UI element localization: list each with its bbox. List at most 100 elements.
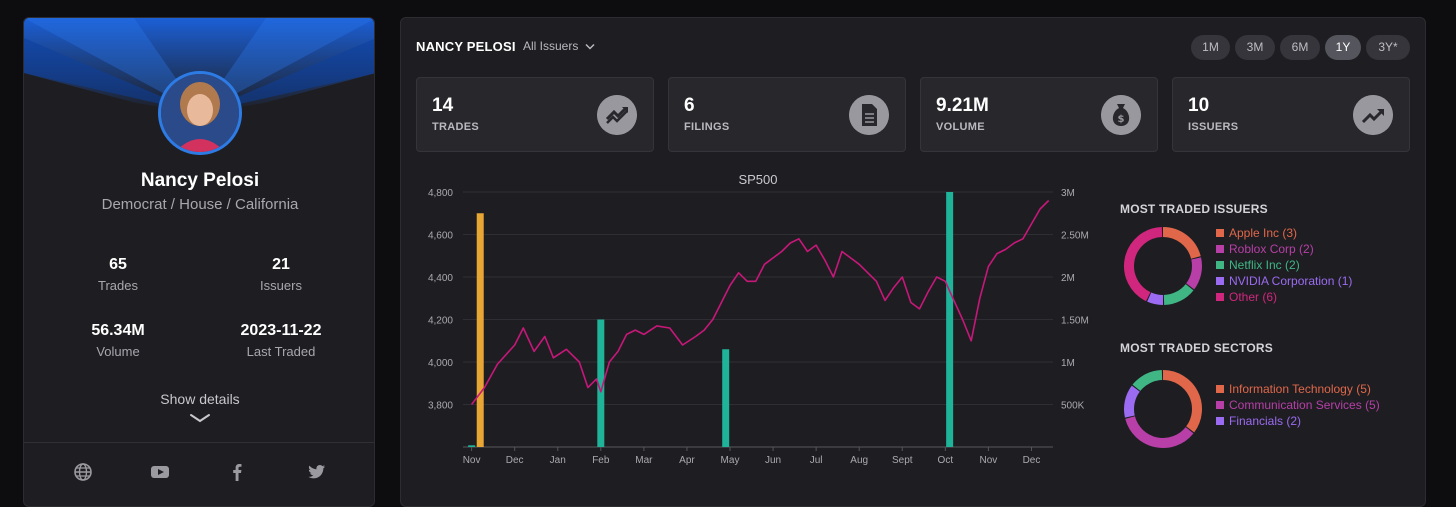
- trade-volume-bar[interactable]: [597, 319, 605, 448]
- sector-slice[interactable]: [1125, 416, 1194, 448]
- range-6m-button[interactable]: 6M: [1280, 35, 1320, 60]
- avatar: [158, 71, 242, 155]
- chevron-down-icon: [585, 43, 595, 50]
- card-issuers: 10 ISSUERS: [1172, 77, 1410, 152]
- x-tick-label: Aug: [850, 455, 868, 466]
- issuer-slice[interactable]: [1162, 227, 1201, 259]
- x-tick-label: Sept: [892, 455, 913, 466]
- legend-label: NVIDIA Corporation: [1229, 274, 1335, 288]
- trade-volume-bar[interactable]: [468, 445, 476, 447]
- issuer-filter-dropdown[interactable]: All Issuers: [523, 39, 595, 53]
- card-filings: 6 FILINGS: [668, 77, 906, 152]
- legend-label: Roblox Corp: [1229, 242, 1296, 256]
- trade-volume-bar[interactable]: [722, 349, 730, 447]
- legend-swatch: [1216, 245, 1224, 253]
- issuer-legend-item[interactable]: Netflix Inc (2): [1216, 258, 1300, 272]
- card-volume-label: VOLUME: [936, 121, 985, 133]
- issuer-legend-item[interactable]: Roblox Corp (2): [1216, 242, 1314, 256]
- legend-count: (2): [1285, 258, 1300, 272]
- issuer-slice[interactable]: [1147, 292, 1164, 305]
- sectors-donut-chart: [1124, 370, 1202, 448]
- main-panel: NANCY PELOSI All Issuers 1M 3M 6M 1Y 3Y*…: [400, 17, 1426, 507]
- range-1y-button[interactable]: 1Y: [1325, 35, 1361, 60]
- y-left-tick-label: 3,800: [428, 401, 453, 412]
- issuers-donut-chart: [1124, 227, 1202, 305]
- show-details-button[interactable]: Show details: [160, 391, 240, 407]
- sector-legend-item[interactable]: Communication Services (5): [1216, 398, 1380, 412]
- x-tick-label: Nov: [980, 455, 998, 466]
- document-icon: [849, 95, 889, 135]
- issuer-slice[interactable]: [1163, 283, 1194, 305]
- x-tick-label: Jul: [810, 455, 823, 466]
- legend-count: (1): [1337, 274, 1353, 288]
- x-tick-label: Oct: [938, 455, 954, 466]
- politician-name: Nancy Pelosi: [140, 170, 260, 191]
- legend-swatch: [1216, 293, 1224, 301]
- sp500-chart: SP500 4,800 4,600 4,400 4,200 4,000 3,800 3M 2.5…: [428, 172, 1089, 466]
- politician-affiliation: Democrat / House / California: [101, 196, 299, 213]
- card-issuers-label: ISSUERS: [1188, 121, 1239, 133]
- legend-count: (5): [1365, 398, 1380, 412]
- card-volume: 9.21M VOLUME $: [920, 77, 1158, 152]
- money-bag-icon: $: [1101, 95, 1141, 135]
- y-right-tick-label: 1M: [1061, 358, 1075, 369]
- facebook-icon[interactable]: [226, 461, 248, 483]
- legend-count: (5): [1356, 382, 1371, 396]
- trades-icon: [597, 95, 637, 135]
- profile-banner: [24, 18, 374, 128]
- card-issuers-value: 10: [1188, 95, 1210, 116]
- legend-count: (6): [1262, 290, 1278, 304]
- issuer-legend-item[interactable]: NVIDIA Corporation (1): [1216, 274, 1352, 288]
- chevron-down-icon[interactable]: [189, 413, 211, 423]
- youtube-icon[interactable]: [149, 461, 171, 483]
- issuer-slice[interactable]: [1124, 227, 1163, 302]
- range-1m-button[interactable]: 1M: [1191, 35, 1230, 60]
- page-title: NANCY PELOSI: [416, 39, 516, 54]
- x-tick-label: Dec: [1023, 455, 1041, 466]
- legend-count: (2): [1299, 242, 1314, 256]
- range-3m-button[interactable]: 3M: [1235, 35, 1275, 60]
- stat-last-traded: 2023-11-22 Last Traded: [240, 322, 322, 359]
- y-right-tick-label: 500K: [1061, 401, 1085, 412]
- legend-label: Other: [1229, 290, 1260, 304]
- y-left-tick-label: 4,200: [428, 316, 453, 327]
- twitter-icon[interactable]: [305, 461, 327, 483]
- most-traded-sectors-title: MOST TRADED SECTORS: [1120, 341, 1273, 355]
- y-left-tick-label: 4,000: [428, 358, 453, 369]
- issuer-legend-item[interactable]: Apple Inc (3): [1216, 226, 1297, 240]
- legend-swatch: [1216, 229, 1224, 237]
- y-right-tick-label: 2M: [1061, 273, 1075, 284]
- legend-label: Communication Services: [1229, 398, 1362, 412]
- y-right-tick-label: 3M: [1061, 188, 1075, 199]
- y-left-tick-label: 4,800: [428, 188, 453, 199]
- sp500-line: [470, 199, 1050, 405]
- profile-card: Nancy Pelosi Democrat / House / Californ…: [23, 17, 375, 507]
- sector-legend-item[interactable]: Financials (2): [1216, 414, 1301, 428]
- card-trades: 14 TRADES: [416, 77, 654, 152]
- y-left-tick-label: 4,400: [428, 273, 453, 284]
- legend-label: Financials: [1229, 414, 1284, 428]
- x-tick-label: Jun: [765, 455, 781, 466]
- issuer-slice[interactable]: [1186, 257, 1202, 290]
- issuer-legend-item[interactable]: Other (6): [1216, 290, 1277, 304]
- legend-label: Netflix Inc: [1229, 258, 1282, 272]
- sector-slice[interactable]: [1124, 385, 1140, 418]
- stat-trades: 65 Trades: [98, 256, 138, 293]
- legend-label: Apple Inc: [1229, 226, 1280, 240]
- most-traded-issuers-title: MOST TRADED ISSUERS: [1120, 202, 1268, 216]
- globe-icon[interactable]: [72, 461, 94, 483]
- card-filings-label: FILINGS: [684, 121, 730, 133]
- trade-volume-bar[interactable]: [946, 192, 954, 447]
- range-3y-button[interactable]: 3Y*: [1366, 35, 1410, 60]
- stat-volume: 56.34M Volume: [91, 322, 145, 359]
- legend-swatch: [1216, 385, 1224, 393]
- x-tick-label: Feb: [592, 455, 610, 466]
- sector-legend-item[interactable]: Information Technology (5): [1216, 382, 1371, 396]
- card-trades-value: 14: [432, 95, 454, 116]
- trade-volume-bar[interactable]: [476, 213, 484, 447]
- sector-slice[interactable]: [1162, 370, 1202, 433]
- legend-count: (2): [1286, 414, 1302, 428]
- card-trades-label: TRADES: [432, 121, 480, 133]
- sector-slice[interactable]: [1132, 370, 1163, 392]
- x-tick-label: Mar: [635, 455, 653, 466]
